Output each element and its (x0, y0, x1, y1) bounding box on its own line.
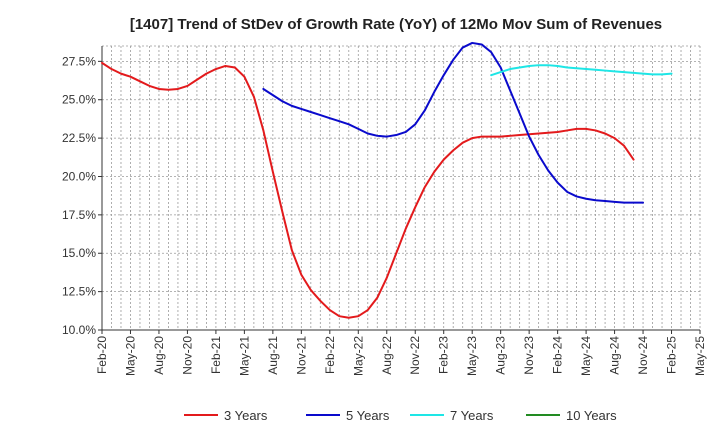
legend-label-10-years: 10 Years (566, 408, 617, 423)
x-tick-label: Nov-23 (522, 336, 536, 375)
legend: 3 Years 5 Years 7 Years 10 Years (184, 408, 617, 423)
y-tick-label: 27.5% (62, 54, 96, 68)
x-tick-label: Aug-21 (266, 336, 280, 375)
x-tick-label: Nov-21 (294, 336, 308, 375)
y-tick-label: 17.5% (62, 208, 96, 222)
y-tick-label: 20.0% (62, 169, 96, 183)
x-tick-label: Feb-24 (551, 336, 565, 374)
y-tick-label: 25.0% (62, 93, 96, 107)
x-tick-label: Feb-23 (437, 336, 451, 374)
y-tick-label: 15.0% (62, 246, 96, 260)
x-tick-label: Feb-25 (665, 336, 679, 374)
x-tick-label: May-22 (351, 336, 365, 376)
x-tick-label: Nov-22 (408, 336, 422, 375)
grid-layer (101, 45, 701, 331)
series-line-7-years (490, 64, 673, 77)
series-line-3-years (101, 61, 635, 319)
x-tick-label: Aug-22 (380, 336, 394, 375)
chart-title: [1407] Trend of StDev of Growth Rate (Yo… (130, 16, 662, 33)
y-tick-label: 22.5% (62, 131, 96, 145)
y-tick-label: 10.0% (62, 323, 96, 337)
x-tick-labels: Feb-20 May-20 Aug-20 Nov-20 Feb-21 May-21 Aug-… (95, 336, 707, 376)
x-tick-label: Feb-22 (323, 336, 337, 374)
x-tick-label: Aug-20 (152, 336, 166, 375)
x-tick-label: Aug-23 (494, 336, 508, 375)
x-tick-label: Feb-20 (95, 336, 109, 374)
x-tick-label: May-23 (465, 336, 479, 376)
legend-label-3-years: 3 Years (224, 408, 268, 423)
x-tick-label: May-21 (237, 336, 251, 376)
series-layer (101, 41, 673, 319)
x-tick-label: May-25 (693, 336, 707, 376)
x-tick-label: Nov-20 (180, 336, 194, 375)
legend-label-7-years: 7 Years (450, 408, 494, 423)
x-tick-label: Nov-24 (636, 336, 650, 375)
y-tick-labels: 10.0% 12.5% 15.0% 17.5% 20.0% 22.5% 25.0% 27.5% (62, 54, 96, 337)
x-tick-label: May-20 (123, 336, 137, 376)
x-tick-label: Feb-21 (209, 336, 223, 374)
legend-label-5-years: 5 Years (346, 408, 390, 423)
x-tick-label: Aug-24 (608, 336, 622, 375)
x-tick-label: May-24 (579, 336, 593, 376)
axis-layer (98, 46, 701, 334)
series-line-5-years (262, 41, 645, 204)
y-tick-label: 12.5% (62, 285, 96, 299)
